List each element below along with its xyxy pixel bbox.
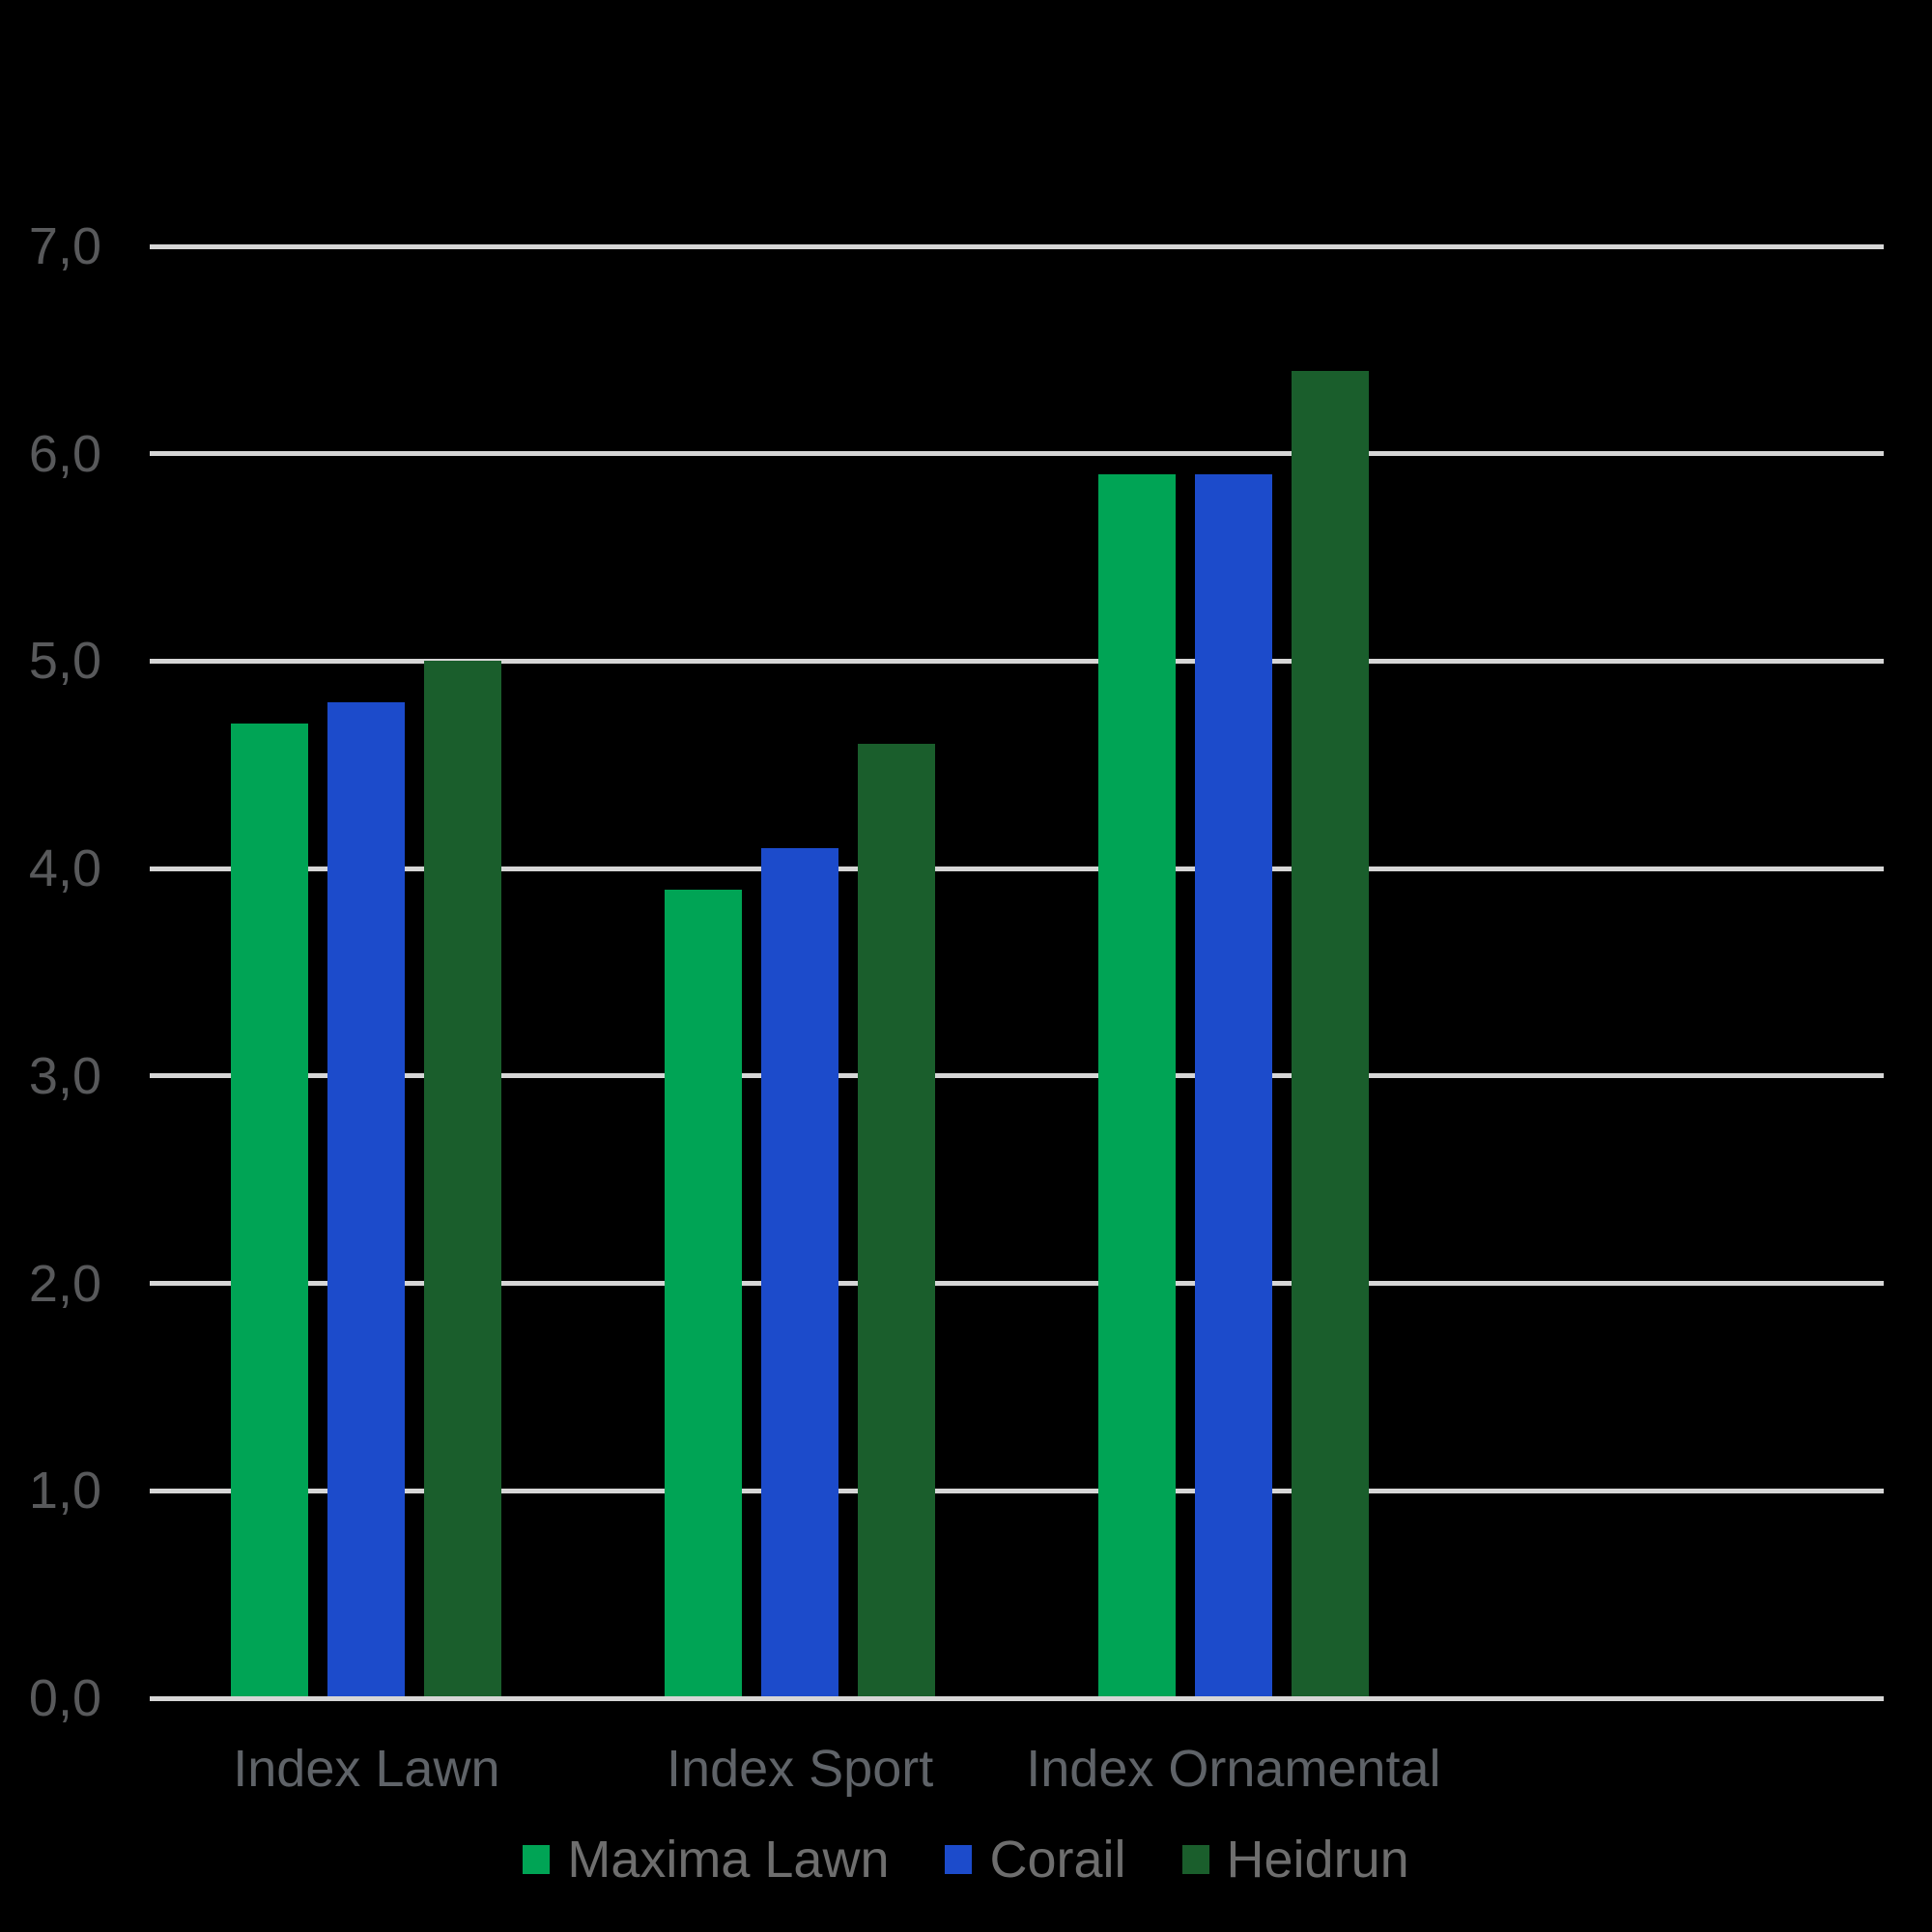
legend-item-maxima-lawn: Maxima Lawn [523,1833,889,1886]
x-label-index-lawn: Index Lawn [233,1740,500,1798]
y-tick-0-0: 0,0 [28,1669,101,1727]
x-label-index-ornamental: Index Ornamental [1026,1740,1441,1798]
legend-item-heidrun: Heidrun [1181,1831,1409,1889]
legend: Maxima Lawn Corail Heidrun [0,1833,1932,1886]
gridline-7-0 [150,243,1884,249]
x-label-index-sport: Index Sport [667,1740,934,1798]
legend-label-maxima-lawn: Maxima Lawn [567,1831,890,1889]
bar-heidrun-index-ornamental [1291,370,1369,1698]
bar-corail-index-ornamental [1194,474,1272,1698]
gridline-2-0 [150,1281,1884,1287]
legend-swatch-heidrun [1181,1845,1209,1874]
y-tick-7-0: 7,0 [28,217,101,275]
legend-label-heidrun: Heidrun [1226,1831,1409,1889]
y-tick-4-0: 4,0 [28,839,101,898]
bar-maxima-lawn-index-sport [665,889,743,1698]
legend-swatch-maxima-lawn [523,1845,551,1874]
legend-item-corail: Corail [945,1831,1126,1889]
y-tick-6-0: 6,0 [28,424,101,483]
bar-maxima-lawn-index-ornamental [1097,474,1176,1698]
y-axis: 0,0 1,0 2,0 3,0 4,0 5,0 6,0 7,0 [0,220,101,1724]
y-tick-5-0: 5,0 [28,632,101,691]
gridline-3-0 [150,1073,1884,1079]
legend-label-corail: Corail [989,1831,1126,1889]
y-tick-3-0: 3,0 [28,1046,101,1105]
gridline-4-0 [150,866,1884,871]
bar-corail-index-sport [761,847,839,1698]
bar-corail-index-lawn [327,702,406,1698]
bar-maxima-lawn-index-lawn [231,723,309,1698]
y-tick-1-0: 1,0 [28,1462,101,1520]
gridline-0-0-baseline [150,1695,1884,1701]
gridline-5-0 [150,658,1884,664]
gridline-1-0 [150,1488,1884,1493]
legend-swatch-corail [945,1845,973,1874]
plot-area [150,243,1884,1701]
bar-heidrun-index-lawn [424,661,502,1698]
bar-heidrun-index-sport [858,744,936,1698]
y-tick-2-0: 2,0 [28,1254,101,1313]
gridline-6-0 [150,451,1884,457]
